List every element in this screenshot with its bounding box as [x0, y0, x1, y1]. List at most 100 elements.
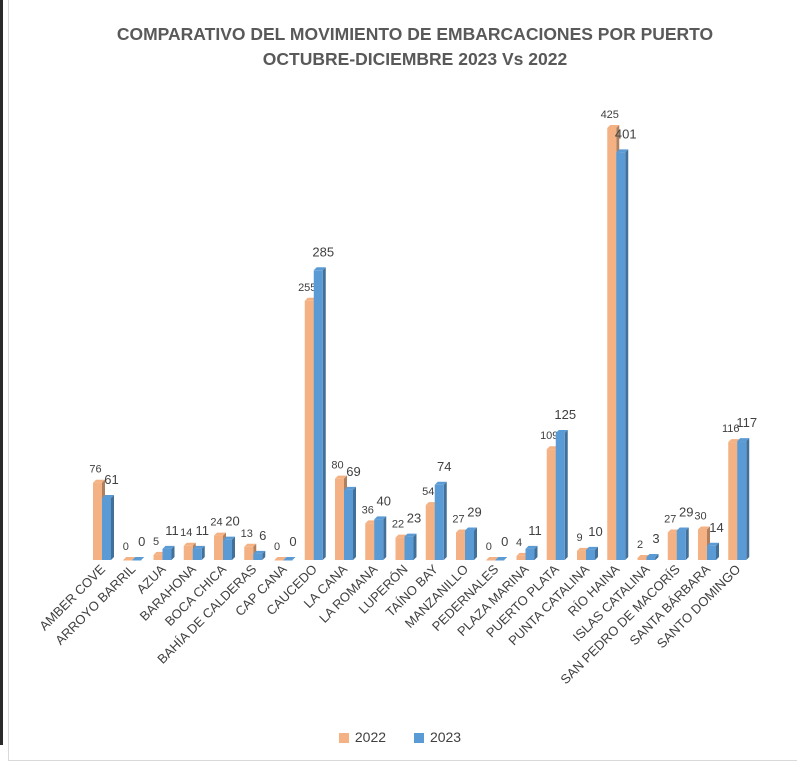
bar-2022	[274, 560, 284, 561]
bar-top-2023	[616, 149, 629, 153]
bar-top-2023	[132, 557, 145, 560]
bar-2023	[344, 489, 353, 560]
data-label-2022: 0	[123, 541, 129, 553]
bar-2023	[707, 545, 716, 560]
bar-top-2023	[586, 546, 598, 550]
bar-2023	[737, 441, 747, 560]
bar-2023	[313, 270, 323, 560]
bar-2022	[183, 545, 193, 560]
bar-top-2023	[465, 527, 477, 531]
data-label-2022: 255	[298, 282, 316, 294]
bar-side-2023	[716, 542, 719, 560]
bar-2022	[637, 557, 647, 560]
legend-item-2022: 2022	[338, 729, 387, 745]
bar-side-2023	[595, 546, 598, 560]
legend-label-2023: 2023	[429, 729, 462, 745]
data-label-2022: 24	[210, 517, 222, 529]
bar-top-2022	[486, 557, 499, 560]
bar-2023	[192, 548, 202, 560]
bar-side-2023	[353, 486, 356, 560]
bar-top-2023	[737, 438, 750, 442]
bar-2022	[546, 449, 556, 560]
bar-top-2023	[676, 527, 689, 531]
chart-title: COMPARATIVO DEL MOVIMIENTO DE EMBARCACIO…	[0, 22, 800, 72]
bar-top-2023	[404, 533, 417, 537]
data-label-2022: 116	[722, 423, 740, 435]
data-label-2023: 10	[588, 524, 602, 539]
data-label-2023: 3	[652, 531, 659, 546]
data-label-2023: 61	[104, 472, 118, 487]
bar-top-2022	[123, 557, 136, 560]
bar-side-2023	[746, 438, 750, 560]
data-label-2023: 11	[165, 523, 179, 538]
bar-top-2022	[244, 543, 257, 547]
data-label-2023: 11	[196, 523, 210, 538]
bar-side-2023	[383, 516, 387, 560]
bar-top-2023	[223, 536, 235, 540]
data-label-2023: 14	[709, 520, 723, 535]
bar-side-2023	[232, 536, 235, 560]
data-label-2023: 29	[679, 505, 693, 520]
bar-top-2022	[274, 557, 287, 560]
bar-side-2023	[534, 545, 538, 560]
bar-2022	[456, 532, 465, 560]
bar-2023	[404, 536, 414, 560]
bar-top-2022	[698, 526, 710, 530]
left-border	[0, 0, 3, 745]
bar-top-2023	[434, 481, 447, 485]
data-label-2023: 23	[407, 511, 421, 526]
bar-top-2022	[335, 475, 347, 479]
data-label-2022: 80	[331, 460, 343, 472]
bar-2023	[132, 560, 142, 561]
bar-2023	[223, 539, 232, 560]
data-label-2023: 6	[259, 528, 266, 543]
data-label-2023: 11	[528, 523, 542, 538]
data-label-2023: 20	[225, 514, 239, 529]
bar-2022	[123, 560, 133, 561]
bar-2023	[283, 560, 293, 561]
data-label-2023: 0	[138, 534, 145, 549]
bar-2023	[102, 497, 111, 560]
bar-side-2023	[474, 527, 477, 560]
bar-2023	[676, 530, 686, 560]
bar-2022	[607, 128, 617, 560]
bar-top-2023	[313, 267, 326, 271]
bar-side-2023	[322, 267, 326, 560]
bar-side-2023	[262, 550, 266, 560]
bar-2023	[555, 432, 565, 560]
bar-side-2023	[625, 149, 629, 560]
bar-top-2023	[707, 542, 719, 546]
data-label-2022: 0	[486, 541, 492, 553]
data-label-2022: 5	[153, 536, 159, 548]
bar-2023	[374, 519, 384, 560]
bar-side-2023	[111, 494, 114, 560]
data-label-2023: 401	[615, 126, 637, 141]
data-label-2022: 14	[180, 527, 192, 539]
bar-top-2022	[607, 125, 620, 128]
bar-top-2023	[525, 545, 538, 549]
bar-2023	[465, 530, 474, 560]
bar-2022	[153, 554, 163, 560]
legend-label-2022: 2022	[354, 729, 387, 745]
bar-top-2023	[162, 545, 175, 549]
legend-item-2023: 2023	[413, 729, 462, 745]
bar-2022	[577, 550, 586, 560]
bar-2023	[495, 560, 505, 561]
bar-2022	[395, 537, 405, 560]
bar-side-2023	[171, 545, 175, 560]
data-label-2023: 69	[346, 464, 360, 479]
bar-top-2023	[344, 486, 356, 490]
bar-2023	[525, 548, 535, 560]
data-label-2023: 117	[736, 415, 757, 430]
bar-2022	[214, 535, 223, 560]
bar-side-2023	[564, 429, 568, 560]
bar-top-2022	[214, 532, 226, 536]
data-label-2022: 30	[694, 511, 706, 523]
data-label-2022: 4	[516, 537, 522, 549]
data-label-2022: 22	[392, 519, 404, 531]
bar-2022	[244, 546, 254, 560]
bar-top-2023	[374, 516, 387, 520]
bar-2023	[616, 152, 626, 560]
bar-2022	[93, 482, 102, 560]
